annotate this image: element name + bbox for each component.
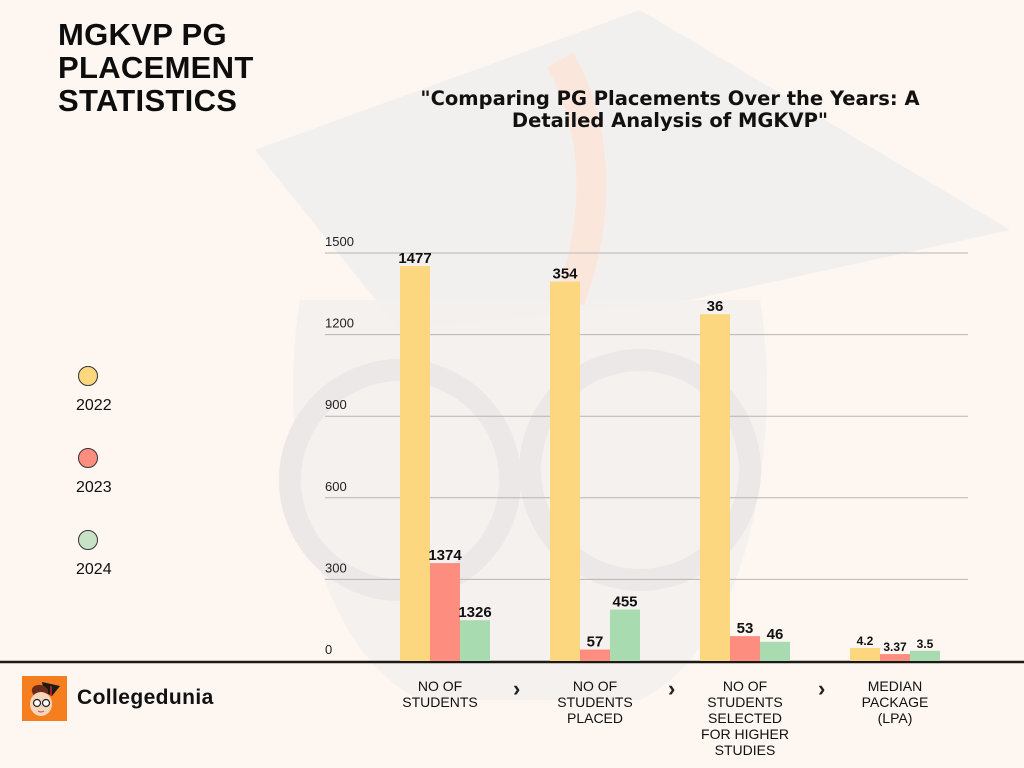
bar-2024 [610, 609, 640, 661]
legend-swatch [78, 448, 98, 468]
category-label-line: SELECTED [708, 710, 782, 726]
data-label: 455 [612, 594, 637, 611]
category-label-line: NO OF [722, 678, 768, 694]
bar-2024 [910, 650, 940, 661]
chevron-right-icon: › [818, 676, 826, 701]
subtitle-line: Detailed Analysis of MGKVP" [511, 109, 829, 132]
category-label-line: PLACED [566, 710, 624, 726]
data-label: 1374 [428, 547, 462, 564]
x-category-label: NO OF STUDENTS PLACED [535, 678, 655, 726]
bar-2023 [880, 654, 910, 661]
bar-2023 [580, 649, 610, 661]
data-label: 36 [707, 298, 724, 315]
data-label: 1477 [398, 250, 431, 267]
data-label: 3.37 [883, 640, 907, 654]
title-line: PLACEMENT [58, 50, 254, 85]
collegedunia-logo [22, 676, 67, 721]
y-tick-label: 300 [325, 560, 347, 575]
collegedunia-mascot-icon [30, 682, 60, 716]
data-label: 4.2 [857, 634, 874, 648]
data-label: 1326 [458, 604, 491, 621]
category-label-line: PACKAGE [861, 694, 929, 710]
category-label-line: STUDENTS [402, 694, 478, 710]
y-tick-label: 900 [325, 397, 347, 412]
y-tick-label: 0 [325, 642, 332, 657]
category-label-line: MEDIAN [867, 678, 923, 694]
y-tick-label: 1200 [325, 316, 354, 331]
bar-2023 [730, 636, 760, 661]
data-label: 57 [587, 634, 604, 651]
x-category-label: MEDIAN PACKAGE (LPA) [835, 678, 955, 726]
legend-label: 2024 [76, 561, 112, 578]
y-tick-label: 1500 [325, 234, 354, 249]
y-tick-label: 600 [325, 479, 347, 494]
main-title: MGKVP PG PLACEMENT STATISTICS [58, 18, 254, 117]
bar-2023 [430, 563, 460, 661]
bar-2024 [760, 641, 790, 661]
bar-2022 [850, 647, 880, 661]
category-label-line: FOR HIGHER [701, 726, 789, 742]
legend-swatch [78, 530, 98, 550]
category-label-line: (LPA) [877, 710, 913, 726]
bar-2024 [460, 620, 490, 661]
data-label: 354 [552, 266, 578, 283]
chart-subtitle: "Comparing PG Placements Over the Years:… [380, 88, 960, 132]
title-line: STATISTICS [58, 83, 238, 118]
chevron-right-icon: › [513, 676, 521, 701]
chevron-right-icon: › [668, 676, 676, 701]
x-category-label: NO OF STUDENTS [380, 678, 500, 710]
x-category-label: NO OF STUDENTS SELECTED FOR HIGHER STUDIES [685, 678, 805, 758]
category-label-line: STUDENTS [557, 694, 633, 710]
legend-label: 2023 [76, 479, 112, 496]
category-label-line: STUDIES [714, 742, 776, 758]
category-label-line: STUDENTS [707, 694, 783, 710]
data-label: 3.5 [917, 637, 934, 651]
bar-2022 [400, 266, 430, 661]
bar-2022 [700, 314, 730, 661]
data-label: 53 [737, 620, 754, 637]
brand-name: Collegedunia [77, 686, 214, 709]
category-label-line: NO OF [572, 678, 618, 694]
category-label-line: NO OF [417, 678, 463, 694]
subtitle-line: "Comparing PG Placements Over the Years:… [420, 87, 920, 110]
legend-swatch [78, 366, 98, 386]
data-label: 46 [767, 626, 784, 643]
title-line: MGKVP PG [58, 17, 227, 52]
bar-2022 [550, 281, 580, 661]
legend-label: 2022 [76, 397, 112, 414]
